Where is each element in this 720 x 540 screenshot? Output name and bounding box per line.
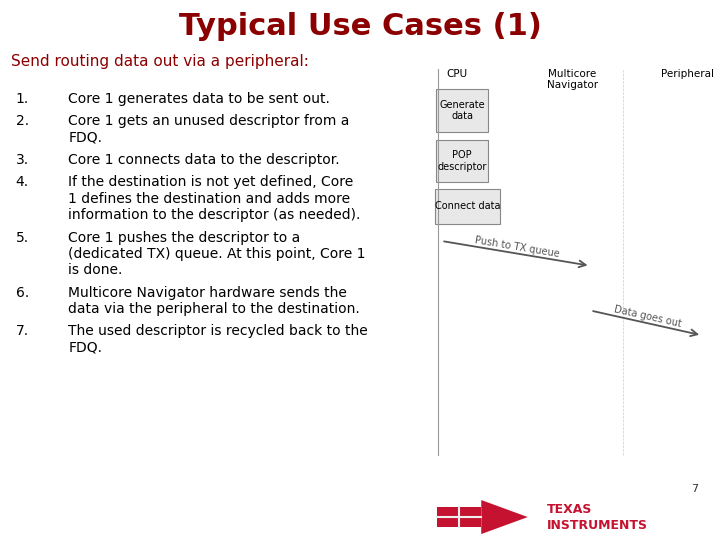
Polygon shape: [438, 507, 481, 527]
Text: 1 defines the destination and adds more: 1 defines the destination and adds more: [68, 192, 351, 206]
Text: FDQ.: FDQ.: [68, 341, 102, 355]
Text: Peripheral: Peripheral: [661, 69, 714, 78]
Text: 7: 7: [691, 484, 698, 494]
Text: Typical Use Cases (1): Typical Use Cases (1): [179, 12, 541, 42]
Text: Core 1 gets an unused descriptor from a: Core 1 gets an unused descriptor from a: [68, 114, 350, 129]
Text: POP
descriptor: POP descriptor: [438, 151, 487, 172]
FancyBboxPatch shape: [436, 90, 488, 132]
Text: 3.: 3.: [16, 153, 29, 167]
Text: If the destination is not yet defined, Core: If the destination is not yet defined, C…: [68, 176, 354, 190]
Text: Data goes out: Data goes out: [613, 305, 683, 329]
Text: Core 1 pushes the descriptor to a: Core 1 pushes the descriptor to a: [68, 231, 301, 245]
Text: Connect data: Connect data: [435, 201, 500, 211]
Text: Multicore
Navigator: Multicore Navigator: [546, 69, 598, 90]
Text: Push to TX queue: Push to TX queue: [474, 235, 560, 259]
Text: information to the descriptor (as needed).: information to the descriptor (as needed…: [68, 208, 361, 222]
Text: TEXAS: TEXAS: [547, 503, 593, 516]
Text: CPU: CPU: [446, 69, 468, 78]
Text: (dedicated TX) queue. At this point, Core 1: (dedicated TX) queue. At this point, Cor…: [68, 247, 366, 261]
Text: data via the peripheral to the destination.: data via the peripheral to the destinati…: [68, 302, 360, 316]
Text: INSTRUMENTS: INSTRUMENTS: [547, 519, 648, 532]
Text: 7.: 7.: [16, 325, 29, 339]
Text: The used descriptor is recycled back to the: The used descriptor is recycled back to …: [68, 325, 368, 339]
Text: Send routing data out via a peripheral:: Send routing data out via a peripheral:: [11, 53, 309, 69]
FancyBboxPatch shape: [435, 189, 500, 224]
Text: FDQ.: FDQ.: [68, 131, 102, 145]
Text: 6.: 6.: [16, 286, 29, 300]
Text: 5.: 5.: [16, 231, 29, 245]
FancyBboxPatch shape: [436, 140, 488, 183]
Text: Generate
data: Generate data: [439, 100, 485, 122]
Text: Core 1 generates data to be sent out.: Core 1 generates data to be sent out.: [68, 92, 330, 106]
Polygon shape: [481, 500, 528, 534]
Text: Multicore Navigator hardware sends the: Multicore Navigator hardware sends the: [68, 286, 347, 300]
Text: is done.: is done.: [68, 264, 123, 278]
Text: 1.: 1.: [16, 92, 29, 106]
Text: 2.: 2.: [16, 114, 29, 129]
Text: Core 1 connects data to the descriptor.: Core 1 connects data to the descriptor.: [68, 153, 340, 167]
Text: 4.: 4.: [16, 176, 29, 190]
